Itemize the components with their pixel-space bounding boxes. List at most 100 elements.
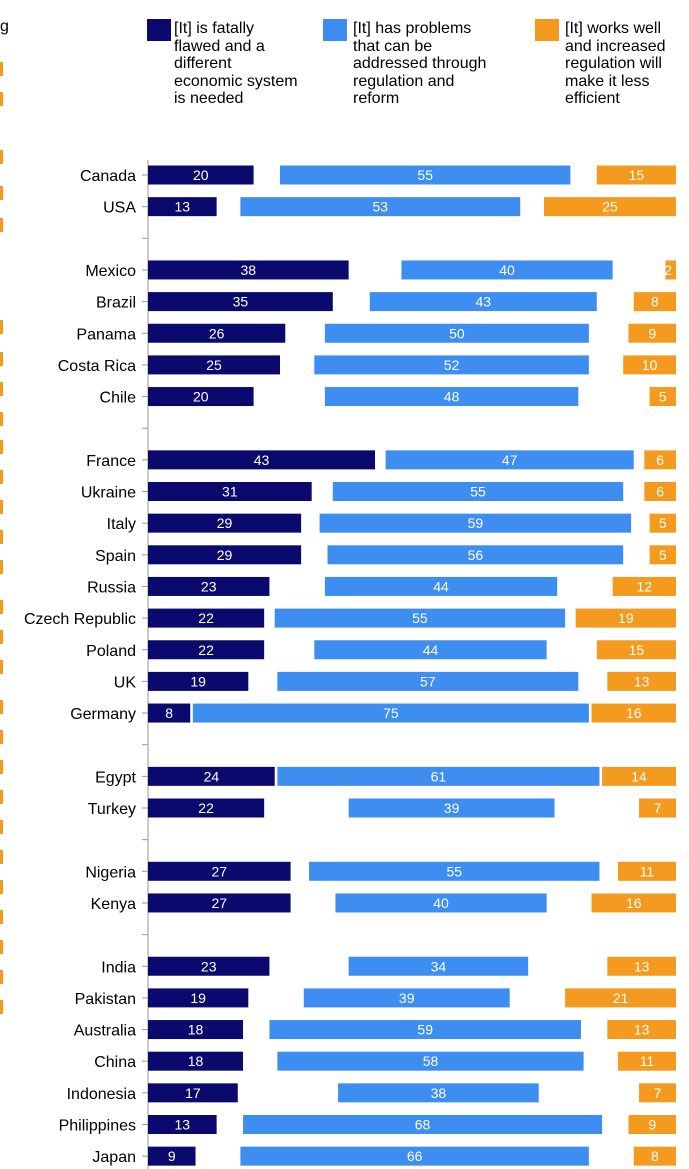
category-label: Italy [107,516,136,533]
bar-works-well [607,956,676,976]
data-label-fatally-flawed: 22 [198,610,214,626]
data-label-fatally-flawed: 31 [222,484,238,500]
data-label-works-well: 5 [659,389,667,405]
bar-has-problems [240,197,521,217]
bar-has-problems [314,355,589,375]
data-label-works-well: 13 [634,673,650,689]
edge-mark [0,560,3,574]
data-label-fatally-flawed: 29 [217,547,233,563]
bar-fatally-flawed [148,671,249,691]
data-label-has-problems: 55 [417,167,433,183]
data-label-works-well: 5 [659,515,667,531]
bar-fatally-flawed [148,323,286,343]
data-label-has-problems: 38 [431,1085,447,1101]
category-label: Egypt [95,769,136,786]
category-label: UK [114,674,137,691]
edge-mark [0,700,3,714]
edge-mark [0,320,3,334]
data-label-works-well: 8 [651,1148,659,1164]
bar-has-problems [309,861,600,881]
data-label-has-problems: 47 [502,452,518,468]
bar-works-well [649,513,676,533]
data-label-fatally-flawed: 13 [175,1117,191,1133]
bar-works-well [644,450,676,470]
edge-mark [0,940,3,954]
bar-works-well [544,197,676,217]
edge-mark [0,62,3,76]
legend-label-has-problems: [It] has problems that can be addressed … [353,20,487,108]
data-label-has-problems: 52 [444,357,460,373]
bar-works-well [607,1020,676,1040]
bar-works-well [617,861,676,881]
data-label-has-problems: 59 [468,515,484,531]
edge-mark [0,412,3,426]
data-label-has-problems: 43 [475,294,491,310]
bar-fatally-flawed [148,1051,244,1071]
bar-works-well [596,640,676,660]
data-label-has-problems: 40 [499,262,515,278]
data-label-fatally-flawed: 19 [190,990,206,1006]
data-label-has-problems: 55 [470,484,486,500]
data-label-works-well: 21 [613,990,629,1006]
data-label-has-problems: 44 [423,642,439,658]
data-label-fatally-flawed: 29 [217,515,233,531]
bar-works-well [591,893,676,913]
bar-fatally-flawed [148,798,265,818]
bar-fatally-flawed [148,1083,238,1103]
data-label-fatally-flawed: 20 [193,167,209,183]
edge-mark [0,850,3,864]
bar-works-well [575,608,676,628]
bar-has-problems [277,1051,584,1071]
cropped-left-text: g [0,18,9,35]
bar-fatally-flawed [148,355,280,375]
data-label-has-problems: 39 [399,990,415,1006]
bar-fatally-flawed [148,450,376,470]
bar-has-problems [303,988,510,1008]
data-label-has-problems: 57 [420,673,436,689]
legend-label-fatally-flawed: [It] is fatally flawed and a different e… [174,20,298,108]
category-label: Pakistan [75,991,136,1008]
category-label: Spain [95,548,136,565]
data-label-fatally-flawed: 25 [206,357,222,373]
data-label-fatally-flawed: 20 [193,389,209,405]
category-label: Panama [76,326,136,343]
bar-works-well [612,576,676,596]
bar-has-problems [277,671,579,691]
bar-has-problems [243,1115,603,1134]
category-label: Poland [86,643,136,660]
data-label-works-well: 8 [651,294,659,310]
data-label-fatally-flawed: 9 [168,1148,176,1164]
bar-works-well [602,766,676,786]
data-label-fatally-flawed: 27 [211,895,227,911]
edge-mark [0,186,3,200]
edge-mark [0,730,3,744]
data-label-fatally-flawed: 8 [165,705,173,721]
bar-fatally-flawed [148,165,254,185]
bar-works-well [633,292,676,312]
data-label-works-well: 25 [602,199,618,215]
data-label-has-problems: 48 [444,389,460,405]
data-label-works-well: 9 [648,1117,656,1133]
category-label: Germany [70,706,136,723]
category-label: Kenya [91,896,136,913]
edge-mark [0,470,3,484]
bar-works-well [639,798,676,818]
bar-fatally-flawed [148,608,265,628]
bar-has-problems [335,893,547,913]
category-label: Nigeria [85,864,136,881]
bar-works-well [591,703,676,723]
bar-has-problems [277,766,600,786]
data-label-has-problems: 61 [431,768,447,784]
bar-works-well [607,671,676,691]
bar-works-well [633,1146,676,1166]
data-label-fatally-flawed: 18 [188,1053,204,1069]
bar-fatally-flawed [148,576,270,596]
category-label: Philippines [59,1118,136,1135]
data-label-fatally-flawed: 13 [175,199,191,215]
data-label-works-well: 6 [656,452,664,468]
legend-swatch-fatally-flawed [147,19,171,41]
bar-works-well [639,1083,676,1103]
data-label-works-well: 7 [654,800,662,816]
category-label: Costa Rica [58,358,136,375]
category-label: France [86,453,136,470]
